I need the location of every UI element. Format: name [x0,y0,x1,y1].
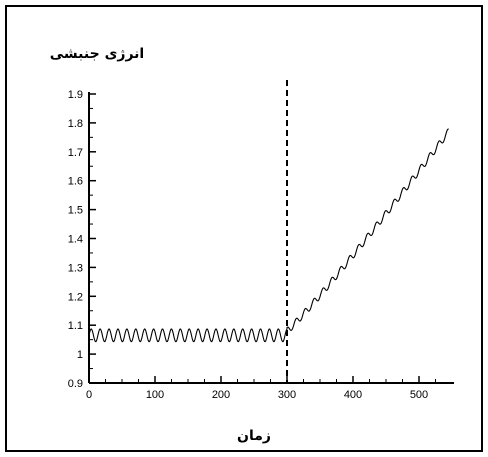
x-tick-label: 0 [86,389,92,401]
x-tick-label: 100 [146,389,164,401]
y-tick-label: 1.5 [68,205,83,217]
tick-group: 0.9 1 1.1 1.2 1.3 1.4 1.5 1.6 1.7 1.8 1.9 0 100 200 30… [68,89,436,401]
y-tick-label: 1.2 [68,291,83,303]
y-tick-label: 1.4 [68,234,83,246]
y-axis-title: انرژی جنبشی [50,46,144,62]
x-tick-label: 500 [410,389,428,401]
x-tick-label: 400 [344,389,362,401]
y-tick-label: 1.8 [68,118,83,130]
y-tick-label: 1.9 [68,89,83,101]
y-tick-label: 0.9 [68,378,83,390]
x-axis-title: زمان [237,428,271,444]
y-tick-label: 1 [77,349,83,361]
y-tick-label: 1.1 [68,320,83,332]
x-tick-label: 300 [278,389,296,401]
series-group [88,80,449,383]
series-line [88,128,449,343]
y-tick-label: 1.7 [68,147,83,159]
y-tick-label: 1.6 [68,176,83,188]
x-tick-label: 200 [212,389,230,401]
axes [88,92,454,384]
y-tick-label: 1.3 [68,262,83,274]
